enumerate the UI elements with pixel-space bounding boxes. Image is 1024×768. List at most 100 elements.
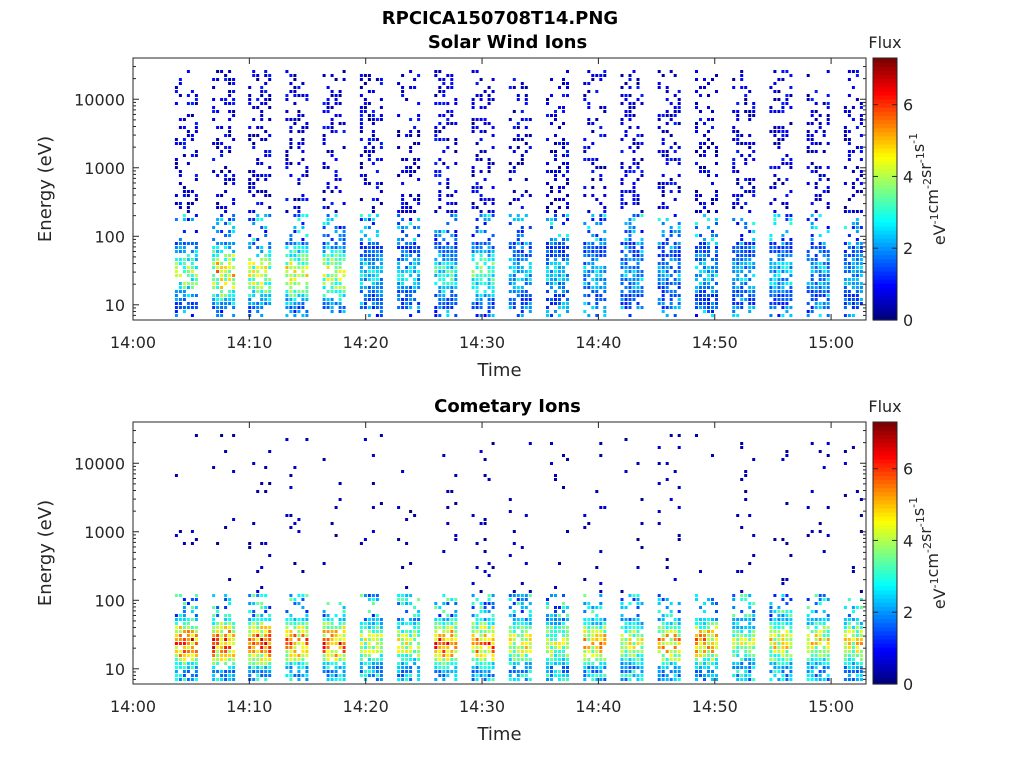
heatmap-cell bbox=[677, 162, 681, 165]
heatmap-cell bbox=[178, 662, 182, 665]
heatmap-cell bbox=[624, 190, 628, 193]
heatmap-cell bbox=[297, 206, 301, 209]
heatmap-cell bbox=[554, 586, 557, 589]
heatmap-cell bbox=[228, 270, 232, 273]
heatmap-cell bbox=[491, 294, 495, 297]
heatmap-cell bbox=[334, 246, 338, 249]
heatmap-cell bbox=[781, 110, 785, 113]
heatmap-cell bbox=[454, 278, 458, 281]
heatmap-cell bbox=[843, 286, 847, 289]
heatmap-cell bbox=[248, 662, 252, 665]
heatmap-cell bbox=[228, 666, 232, 669]
colorbar-segment bbox=[873, 168, 897, 174]
heatmap-cell bbox=[413, 238, 417, 241]
heatmap-cell bbox=[491, 282, 495, 285]
heatmap-cell bbox=[628, 266, 632, 269]
heatmap-cell bbox=[587, 522, 591, 525]
heatmap-cell bbox=[636, 214, 640, 217]
heatmap-cell bbox=[620, 290, 624, 293]
heatmap-cell bbox=[508, 598, 512, 601]
heatmap-cell bbox=[326, 614, 330, 617]
heatmap-cell bbox=[232, 666, 236, 669]
heatmap-cell bbox=[475, 294, 479, 297]
heatmap-cell bbox=[847, 246, 851, 249]
heatmap-cell bbox=[777, 110, 781, 113]
heatmap-cell bbox=[851, 270, 855, 273]
heatmap-cell bbox=[661, 670, 665, 673]
heatmap-cell bbox=[516, 674, 520, 677]
heatmap-cell bbox=[475, 158, 479, 161]
heatmap-cell bbox=[285, 654, 289, 657]
x-tick-label: 14:00 bbox=[110, 333, 156, 352]
heatmap-cell bbox=[550, 674, 553, 677]
heatmap-cell bbox=[256, 570, 260, 573]
heatmap-cell bbox=[843, 134, 847, 137]
heatmap-cell bbox=[285, 666, 289, 669]
heatmap-cell bbox=[434, 630, 438, 633]
heatmap-cell bbox=[707, 634, 710, 637]
heatmap-cell bbox=[748, 250, 752, 253]
heatmap-cell bbox=[855, 290, 859, 293]
heatmap-cell bbox=[232, 226, 236, 229]
heatmap-cell bbox=[707, 282, 710, 285]
heatmap-cell bbox=[305, 594, 309, 597]
heatmap-cell bbox=[587, 262, 591, 265]
heatmap-cell bbox=[695, 122, 698, 125]
heatmap-cell bbox=[293, 302, 297, 305]
heatmap-cell bbox=[566, 182, 569, 185]
heatmap-cell bbox=[810, 266, 814, 269]
heatmap-cell bbox=[401, 182, 405, 185]
heatmap-cell bbox=[322, 110, 326, 113]
heatmap-cell bbox=[546, 310, 549, 313]
heatmap-cell bbox=[483, 634, 487, 637]
heatmap-cell bbox=[442, 290, 446, 293]
heatmap-cell bbox=[375, 158, 379, 161]
heatmap-cell bbox=[847, 94, 851, 97]
heatmap-cell bbox=[859, 114, 863, 117]
heatmap-cell bbox=[789, 86, 793, 89]
heatmap-cell bbox=[409, 562, 413, 565]
heatmap-cell bbox=[657, 126, 661, 129]
heatmap-cell bbox=[401, 170, 405, 173]
heatmap-cell bbox=[190, 294, 194, 297]
heatmap-cell bbox=[715, 306, 718, 309]
heatmap-cell bbox=[591, 254, 595, 257]
heatmap-cell bbox=[326, 654, 330, 657]
heatmap-cell bbox=[516, 250, 520, 253]
heatmap-cell bbox=[673, 254, 677, 257]
heatmap-cell bbox=[591, 642, 595, 645]
heatmap-cell bbox=[252, 266, 256, 269]
heatmap-cell bbox=[367, 258, 371, 261]
heatmap-cell bbox=[379, 650, 383, 653]
heatmap-cell bbox=[636, 598, 640, 601]
heatmap-cell bbox=[397, 626, 401, 629]
heatmap-cell bbox=[628, 222, 632, 225]
heatmap-cell bbox=[508, 162, 512, 165]
heatmap-cell bbox=[587, 246, 591, 249]
heatmap-cell bbox=[268, 150, 272, 153]
heatmap-cell bbox=[186, 638, 190, 641]
heatmap-cell bbox=[212, 630, 216, 633]
heatmap-cell bbox=[438, 638, 442, 641]
heatmap-cell bbox=[285, 618, 289, 621]
heatmap-cell bbox=[558, 650, 561, 653]
heatmap-cell bbox=[528, 642, 532, 645]
heatmap-cell bbox=[487, 294, 491, 297]
heatmap-cell bbox=[699, 622, 702, 625]
heatmap-cell bbox=[228, 598, 232, 601]
heatmap-cell bbox=[677, 626, 681, 629]
heatmap-cell bbox=[330, 150, 334, 153]
heatmap-cell bbox=[546, 254, 549, 257]
heatmap-cell bbox=[491, 274, 495, 277]
heatmap-cell bbox=[699, 654, 702, 657]
heatmap-cell bbox=[562, 666, 565, 669]
heatmap-cell bbox=[367, 242, 371, 245]
heatmap-cell bbox=[740, 206, 744, 209]
heatmap-cell bbox=[212, 654, 216, 657]
heatmap-cell bbox=[174, 618, 178, 621]
heatmap-cell bbox=[268, 658, 272, 661]
heatmap-cell bbox=[438, 114, 442, 117]
heatmap-cell bbox=[326, 666, 330, 669]
heatmap-cell bbox=[260, 290, 264, 293]
heatmap-cell bbox=[665, 218, 669, 221]
